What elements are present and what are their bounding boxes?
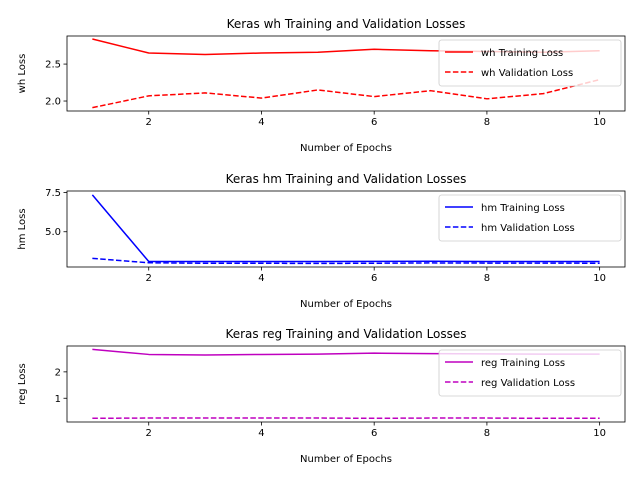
x-tick-label: 8 bbox=[484, 117, 490, 128]
legend-box bbox=[438, 349, 622, 397]
x-tick-label: 4 bbox=[258, 273, 264, 284]
x-tick-label: 4 bbox=[258, 428, 264, 439]
subplot-2: Keras hm Training and Validation Losses 2… bbox=[17, 172, 626, 310]
x-tick-label: 2 bbox=[146, 428, 152, 439]
x-tick-label: 10 bbox=[593, 117, 606, 128]
chart-title: Keras wh Training and Validation Losses bbox=[227, 17, 466, 31]
x-tick-label: 4 bbox=[258, 117, 264, 128]
plot-frame bbox=[66, 35, 626, 112]
y-axis-label: reg Loss bbox=[17, 363, 28, 405]
x-tick-label: 10 bbox=[593, 428, 606, 439]
x-axis-label: Number of Epochs bbox=[300, 454, 392, 465]
legend-entry: reg Training Loss bbox=[481, 358, 565, 369]
y-tick-label: 1 bbox=[55, 394, 61, 405]
legend-box bbox=[438, 39, 622, 87]
x-tick-label: 10 bbox=[593, 273, 606, 284]
legend-entry: wh Training Loss bbox=[481, 48, 563, 59]
x-tick-label: 2 bbox=[146, 273, 152, 284]
series-line-2 bbox=[92, 78, 600, 109]
x-tick-label: 2 bbox=[146, 117, 152, 128]
legend-entry: hm Validation Loss bbox=[481, 223, 575, 234]
series-line-1 bbox=[91, 194, 600, 263]
legend-entry: wh Validation Loss bbox=[481, 68, 573, 79]
legend-entry: reg Validation Loss bbox=[481, 378, 575, 389]
x-axis-label: Number of Epochs bbox=[300, 299, 392, 310]
plot-frame bbox=[66, 190, 626, 268]
chart-title: Keras reg Training and Validation Losses bbox=[225, 327, 466, 341]
y-tick-label: 7.5 bbox=[45, 188, 61, 199]
x-tick-label: 8 bbox=[484, 273, 490, 284]
y-tick-label: 2 bbox=[55, 367, 61, 378]
plot-frame bbox=[66, 345, 626, 423]
series-line-2 bbox=[92, 257, 600, 265]
x-tick-label: 6 bbox=[371, 273, 377, 284]
y-axis-label: wh Loss bbox=[17, 54, 28, 94]
x-tick-label: 6 bbox=[371, 117, 377, 128]
x-tick-label: 8 bbox=[484, 428, 490, 439]
subplot-3: Keras reg Training and Validation Losses… bbox=[17, 327, 626, 465]
y-tick-label: 5.0 bbox=[45, 227, 61, 238]
y-tick-label: 2.0 bbox=[45, 97, 61, 108]
x-axis-label: Number of Epochs bbox=[300, 143, 392, 154]
chart-title: Keras hm Training and Validation Losses bbox=[226, 172, 467, 186]
legend: reg Training Loss reg Validation Loss bbox=[438, 349, 622, 397]
y-axis-label: hm Loss bbox=[17, 208, 28, 249]
legend: hm Training Loss hm Validation Loss bbox=[438, 194, 622, 242]
legend-entry: hm Training Loss bbox=[481, 203, 565, 214]
legend-box bbox=[438, 194, 622, 242]
legend: wh Training Loss wh Validation Loss bbox=[438, 39, 622, 87]
x-tick-label: 6 bbox=[371, 428, 377, 439]
subplot-1: Keras wh Training and Validation Losses 2… bbox=[17, 17, 626, 154]
y-tick-label: 2.5 bbox=[45, 60, 61, 71]
